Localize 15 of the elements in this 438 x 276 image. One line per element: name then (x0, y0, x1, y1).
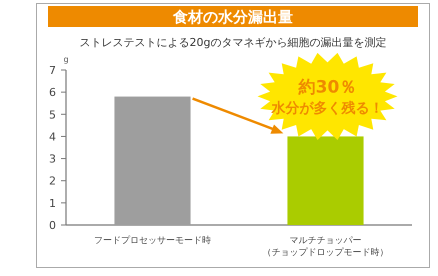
x-tick-label: マルチチョッパー（チョップドロップモード時） (262, 236, 388, 258)
y-tick-label: 4 (49, 130, 56, 144)
y-tick-label: 6 (49, 86, 56, 100)
y-tick-label: 5 (49, 108, 56, 122)
y-tick-label: 3 (49, 152, 56, 166)
x-tick-label: フードプロセッサーモード時 (94, 235, 211, 246)
chart-subtitle: ストレステストによる20gのタマネギから細胞の漏出量を測定 (80, 36, 386, 49)
y-axis-title: g (63, 55, 69, 64)
y-tick-label: 2 (49, 174, 56, 188)
chart-title: 食材の水分漏出量 (172, 8, 293, 26)
y-tick-label: 7 (49, 64, 56, 77)
annotation: 約30％ (298, 77, 356, 98)
y-tick-label: 1 (49, 196, 56, 210)
y-tick-label: 0 (49, 219, 56, 232)
annotation: 水分が多く残る！ (270, 100, 384, 116)
